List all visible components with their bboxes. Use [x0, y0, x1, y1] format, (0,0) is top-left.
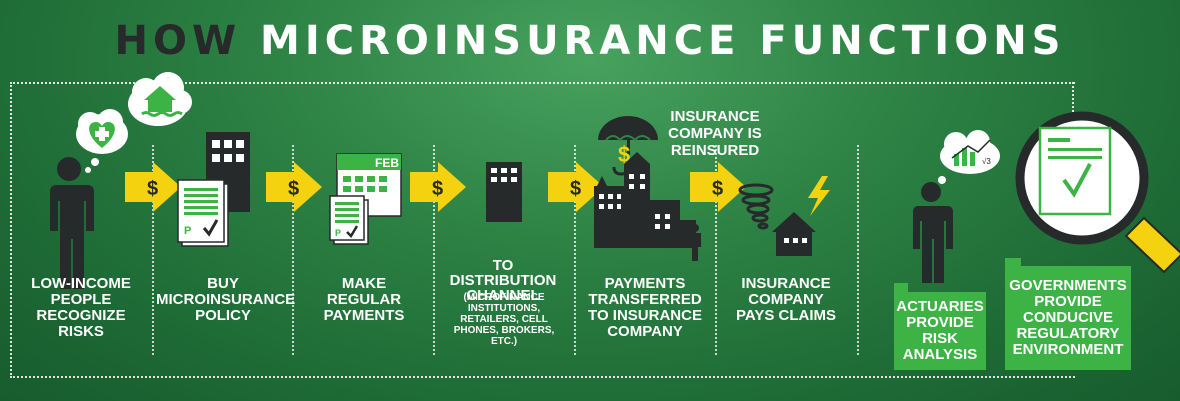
document-mark: P — [335, 228, 341, 238]
payment-arrow-icon: $ — [690, 162, 746, 212]
magnifier-icon — [1015, 111, 1180, 274]
calendar-icon: FEB P — [329, 153, 402, 245]
step-4-label: TO DISTRIBUTION CHANNEL — [449, 257, 557, 304]
process-frame — [10, 82, 1075, 378]
building-icon — [486, 162, 522, 222]
title-part-2: MICROINSURANCE FUNCTIONS — [260, 18, 1066, 64]
dollar-sign: $ — [570, 178, 581, 200]
city-icon: $ — [594, 116, 701, 261]
separator — [433, 145, 435, 355]
process-frame-edge — [1072, 82, 1074, 112]
building-document-icon: P — [177, 132, 250, 247]
dollar-sign: $ — [712, 178, 723, 200]
separator — [574, 145, 576, 355]
step-1-label: LOW-INCOME PEOPLE RECOGNIZE RISKS — [31, 275, 131, 340]
separator — [292, 145, 294, 355]
person-thinking-icon — [50, 72, 192, 289]
step-5-label: PAYMENTS TRANSFERRED TO INSURANCE COMPAN… — [588, 275, 702, 340]
separator — [857, 145, 859, 355]
payment-arrow-icon: $ — [125, 162, 181, 212]
payment-arrow-icon: $ — [266, 162, 322, 212]
document-mark: P — [184, 225, 191, 237]
actuary-label: ACTUARIES PROVIDE RISK ANALYSIS — [894, 292, 986, 370]
page-title: HOW MICROINSURANCE FUNCTIONS — [0, 18, 1180, 64]
calendar-month: FEB — [375, 156, 399, 170]
title-part-1: HOW — [114, 18, 242, 64]
step-6-label: INSURANCE COMPANY PAYS CLAIMS — [735, 275, 837, 324]
reinsured-label: INSURANCE COMPANY IS REINSURED — [668, 108, 762, 159]
payment-arrow-icon: $ — [410, 162, 466, 212]
dollar-sign: $ — [432, 178, 443, 200]
government-label: GOVERNMENTS PROVIDE CONDUCIVE REGULATORY… — [1005, 266, 1131, 370]
separator — [715, 145, 717, 355]
disaster-house-icon — [738, 176, 830, 256]
formula-text: √3 — [982, 157, 991, 166]
actuary-icon: √3 — [913, 130, 1000, 283]
umbrella-dollar: $ — [618, 142, 630, 167]
separator — [152, 145, 154, 355]
step-2-label: BUY MICROINSURANCE POLICY — [156, 275, 296, 324]
payment-arrow-icon: $ — [548, 162, 604, 212]
dollar-sign: $ — [288, 178, 299, 200]
step-3-label: MAKE REGULAR PAYMENTS — [323, 275, 405, 324]
dollar-sign: $ — [147, 178, 158, 200]
step-4-sublabel: (MICROFINANCE INSTITUTIONS, RETAILERS, C… — [453, 292, 555, 347]
